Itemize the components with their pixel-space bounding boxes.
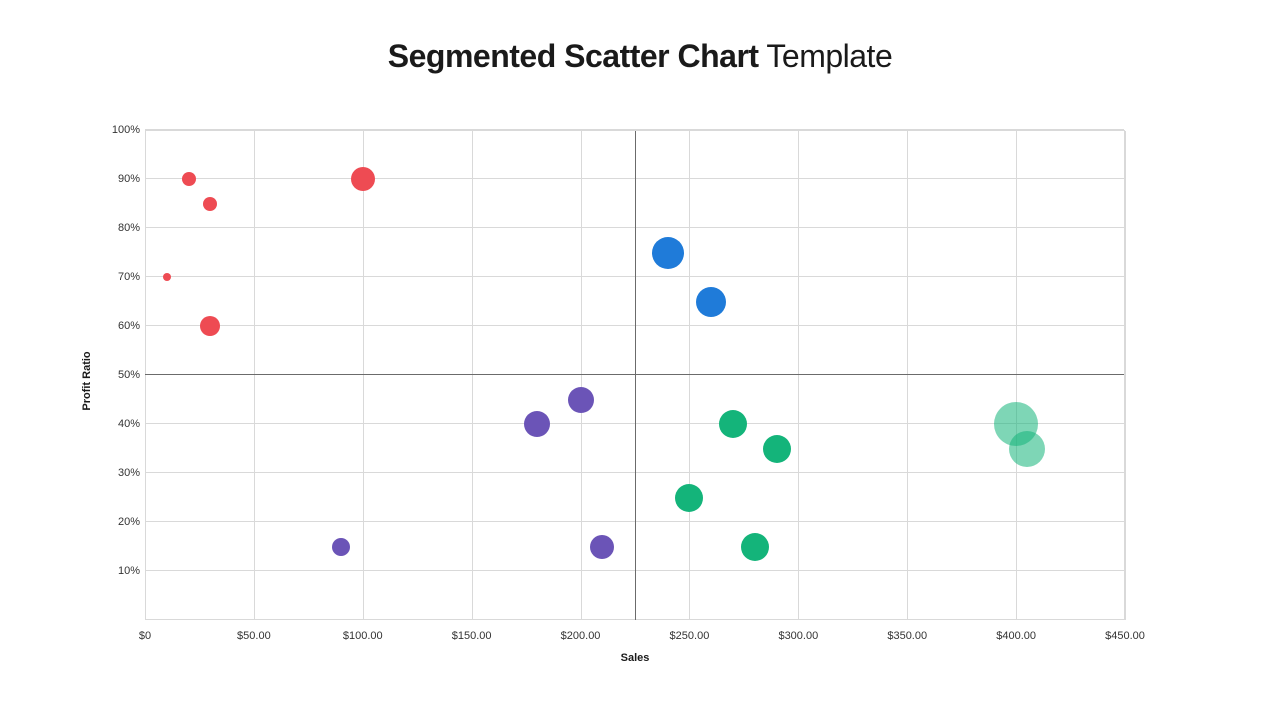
y-axis-title: Profit Ratio: [81, 351, 93, 410]
chart-container: Segmented Scatter Chart Template $0 $50.0…: [0, 0, 1280, 720]
chart-title-bold: Segmented Scatter Chart: [388, 38, 759, 74]
gridline-v: [689, 131, 690, 620]
plot-area: [145, 130, 1125, 620]
y-tick-label: 70%: [110, 271, 140, 283]
gridline-v: [472, 131, 473, 620]
y-tick-label: 80%: [110, 222, 140, 234]
data-point: [200, 316, 220, 336]
data-point: [163, 273, 171, 281]
x-tick-label: $100.00: [343, 630, 383, 642]
x-tick-label: $0: [139, 630, 151, 642]
data-point: [741, 533, 769, 561]
y-tick-label: 100%: [110, 124, 140, 136]
gridline-v: [1016, 131, 1017, 620]
quadrant-line-vertical: [635, 131, 636, 620]
data-point: [590, 535, 614, 559]
data-point: [332, 538, 350, 556]
data-point: [524, 411, 550, 437]
x-tick-label: $150.00: [452, 630, 492, 642]
gridline-v: [145, 131, 146, 620]
chart-title-regular: Template: [759, 38, 893, 74]
x-tick-label: $350.00: [887, 630, 927, 642]
x-tick-label: $50.00: [237, 630, 271, 642]
y-tick-label: 40%: [110, 418, 140, 430]
y-tick-label: 50%: [110, 369, 140, 381]
chart-title: Segmented Scatter Chart Template: [0, 38, 1280, 75]
data-point: [1009, 431, 1045, 467]
x-tick-label: $200.00: [561, 630, 601, 642]
gridline-v: [798, 131, 799, 620]
x-tick-label: $450.00: [1105, 630, 1145, 642]
data-point: [696, 287, 726, 317]
x-axis-title: Sales: [621, 652, 650, 664]
data-point: [652, 237, 684, 269]
gridline-v: [907, 131, 908, 620]
y-tick-label: 60%: [110, 320, 140, 332]
data-point: [203, 197, 217, 211]
y-tick-label: 20%: [110, 516, 140, 528]
data-point: [675, 484, 703, 512]
gridline-v: [581, 131, 582, 620]
y-tick-label: 10%: [110, 565, 140, 577]
x-tick-label: $400.00: [996, 630, 1036, 642]
y-tick-label: 90%: [110, 173, 140, 185]
gridline-v: [254, 131, 255, 620]
data-point: [568, 387, 594, 413]
data-point: [719, 410, 747, 438]
x-tick-label: $300.00: [778, 630, 818, 642]
gridline-h: [145, 129, 1124, 130]
data-point: [351, 167, 375, 191]
data-point: [763, 435, 791, 463]
y-tick-label: 30%: [110, 467, 140, 479]
x-tick-label: $250.00: [670, 630, 710, 642]
gridline-v: [1125, 131, 1126, 620]
quadrant-line-horizontal: [145, 374, 1124, 375]
gridline-v: [363, 131, 364, 620]
data-point: [182, 172, 196, 186]
